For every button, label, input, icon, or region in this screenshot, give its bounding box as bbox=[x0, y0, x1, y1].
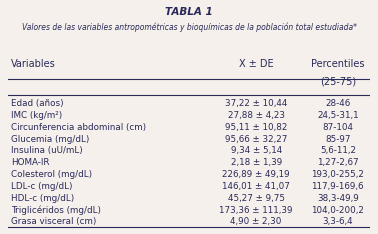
Text: 146,01 ± 41,07: 146,01 ± 41,07 bbox=[222, 182, 290, 191]
Text: 5,6-11,2: 5,6-11,2 bbox=[320, 146, 356, 155]
Text: 2,18 ± 1,39: 2,18 ± 1,39 bbox=[231, 158, 282, 167]
Text: HOMA-IR: HOMA-IR bbox=[11, 158, 50, 167]
Text: TABLA 1: TABLA 1 bbox=[165, 7, 213, 17]
Text: Grasa visceral (cm): Grasa visceral (cm) bbox=[11, 217, 96, 227]
Text: Valores de las variables antropométricas y bioquímicas de la población total est: Valores de las variables antropométricas… bbox=[22, 23, 356, 32]
Text: 38,3-49,9: 38,3-49,9 bbox=[317, 194, 359, 203]
Text: 226,89 ± 49,19: 226,89 ± 49,19 bbox=[222, 170, 290, 179]
Text: Circunferencia abdominal (cm): Circunferencia abdominal (cm) bbox=[11, 123, 146, 132]
Text: LDL-c (mg/dL): LDL-c (mg/dL) bbox=[11, 182, 73, 191]
Text: 9,34 ± 5,14: 9,34 ± 5,14 bbox=[231, 146, 282, 155]
Text: 1,27-2,67: 1,27-2,67 bbox=[317, 158, 359, 167]
Text: 28-46: 28-46 bbox=[325, 99, 350, 108]
Text: 24,5-31,1: 24,5-31,1 bbox=[317, 111, 359, 120]
Text: Glucemia (mg/dL): Glucemia (mg/dL) bbox=[11, 135, 90, 144]
Text: 27,88 ± 4,23: 27,88 ± 4,23 bbox=[228, 111, 285, 120]
Text: Triglicéridos (mg/dL): Triglicéridos (mg/dL) bbox=[11, 206, 101, 215]
Text: X ± DE: X ± DE bbox=[239, 58, 273, 69]
Text: Colesterol (mg/dL): Colesterol (mg/dL) bbox=[11, 170, 92, 179]
Text: IMC (kg/m²): IMC (kg/m²) bbox=[11, 111, 62, 120]
Text: 193,0-255,2: 193,0-255,2 bbox=[311, 170, 364, 179]
Text: Variables: Variables bbox=[11, 58, 56, 69]
Text: Insulina (uU/mL): Insulina (uU/mL) bbox=[11, 146, 83, 155]
Text: 3,3-6,4: 3,3-6,4 bbox=[322, 217, 353, 227]
Text: Edad (años): Edad (años) bbox=[11, 99, 64, 108]
Text: Percentiles: Percentiles bbox=[311, 58, 364, 69]
Text: 173,36 ± 111,39: 173,36 ± 111,39 bbox=[219, 206, 293, 215]
Text: HDL-c (mg/dL): HDL-c (mg/dL) bbox=[11, 194, 74, 203]
Text: 37,22 ± 10,44: 37,22 ± 10,44 bbox=[225, 99, 287, 108]
Text: 85-97: 85-97 bbox=[325, 135, 350, 144]
Text: 45,27 ± 9,75: 45,27 ± 9,75 bbox=[228, 194, 285, 203]
Text: 95,11 ± 10,82: 95,11 ± 10,82 bbox=[225, 123, 287, 132]
Text: 104,0-200,2: 104,0-200,2 bbox=[311, 206, 364, 215]
Text: 117,9-169,6: 117,9-169,6 bbox=[311, 182, 364, 191]
Text: 95,66 ± 32,27: 95,66 ± 32,27 bbox=[225, 135, 287, 144]
Text: 87-104: 87-104 bbox=[322, 123, 353, 132]
Text: (25-75): (25-75) bbox=[320, 77, 356, 87]
Text: 4,90 ± 2,30: 4,90 ± 2,30 bbox=[231, 217, 282, 227]
